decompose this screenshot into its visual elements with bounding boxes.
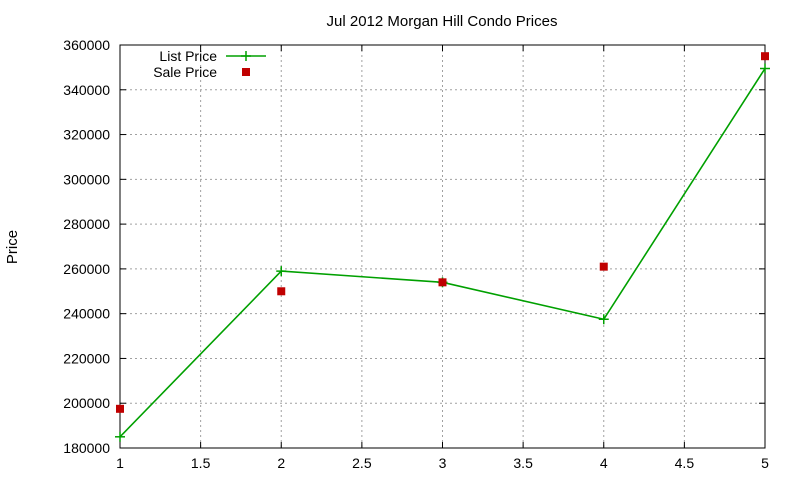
x-tick-label: 5 bbox=[761, 455, 769, 471]
x-tick-label: 4 bbox=[600, 455, 608, 471]
data-point bbox=[598, 314, 609, 325]
x-tick-label: 4.5 bbox=[675, 455, 695, 471]
x-tick-label: 1 bbox=[116, 455, 124, 471]
y-tick-label: 320000 bbox=[63, 127, 110, 143]
data-point bbox=[277, 287, 286, 296]
grid bbox=[120, 45, 765, 448]
legend-label: List Price bbox=[159, 48, 217, 64]
y-tick-label: 340000 bbox=[63, 82, 110, 98]
y-tick-label: 280000 bbox=[63, 216, 110, 232]
legend-marker bbox=[242, 68, 250, 76]
data-point bbox=[438, 278, 447, 287]
axis-ticks: 180000 200000 220000 240000 260000 280000 3000… bbox=[63, 37, 769, 471]
data-point bbox=[116, 404, 124, 413]
x-tick-label: 2.5 bbox=[352, 455, 372, 471]
y-axis-label: Price bbox=[4, 230, 21, 264]
y-tick-label: 260000 bbox=[63, 261, 110, 277]
series-sale-price bbox=[116, 52, 769, 413]
x-tick-label: 3.5 bbox=[513, 455, 533, 471]
x-tick-label: 2 bbox=[277, 455, 285, 471]
y-tick-label: 360000 bbox=[63, 37, 110, 53]
data-point bbox=[760, 63, 770, 74]
series bbox=[115, 52, 770, 442]
y-tick-label: 240000 bbox=[63, 306, 110, 322]
y-tick-label: 200000 bbox=[63, 395, 110, 411]
x-tick-label: 3 bbox=[439, 455, 447, 471]
y-tick-label: 220000 bbox=[63, 350, 110, 366]
data-point bbox=[115, 431, 125, 442]
data-point bbox=[761, 52, 769, 61]
y-tick-label: 300000 bbox=[63, 171, 110, 187]
y-tick-label: 180000 bbox=[63, 440, 110, 456]
legend-label: Sale Price bbox=[153, 64, 217, 80]
chart-title: Jul 2012 Morgan Hill Condo Prices bbox=[327, 13, 558, 30]
legend-marker bbox=[241, 51, 251, 61]
data-point bbox=[599, 262, 608, 271]
x-tick-label: 1.5 bbox=[191, 455, 211, 471]
data-point bbox=[276, 266, 287, 277]
